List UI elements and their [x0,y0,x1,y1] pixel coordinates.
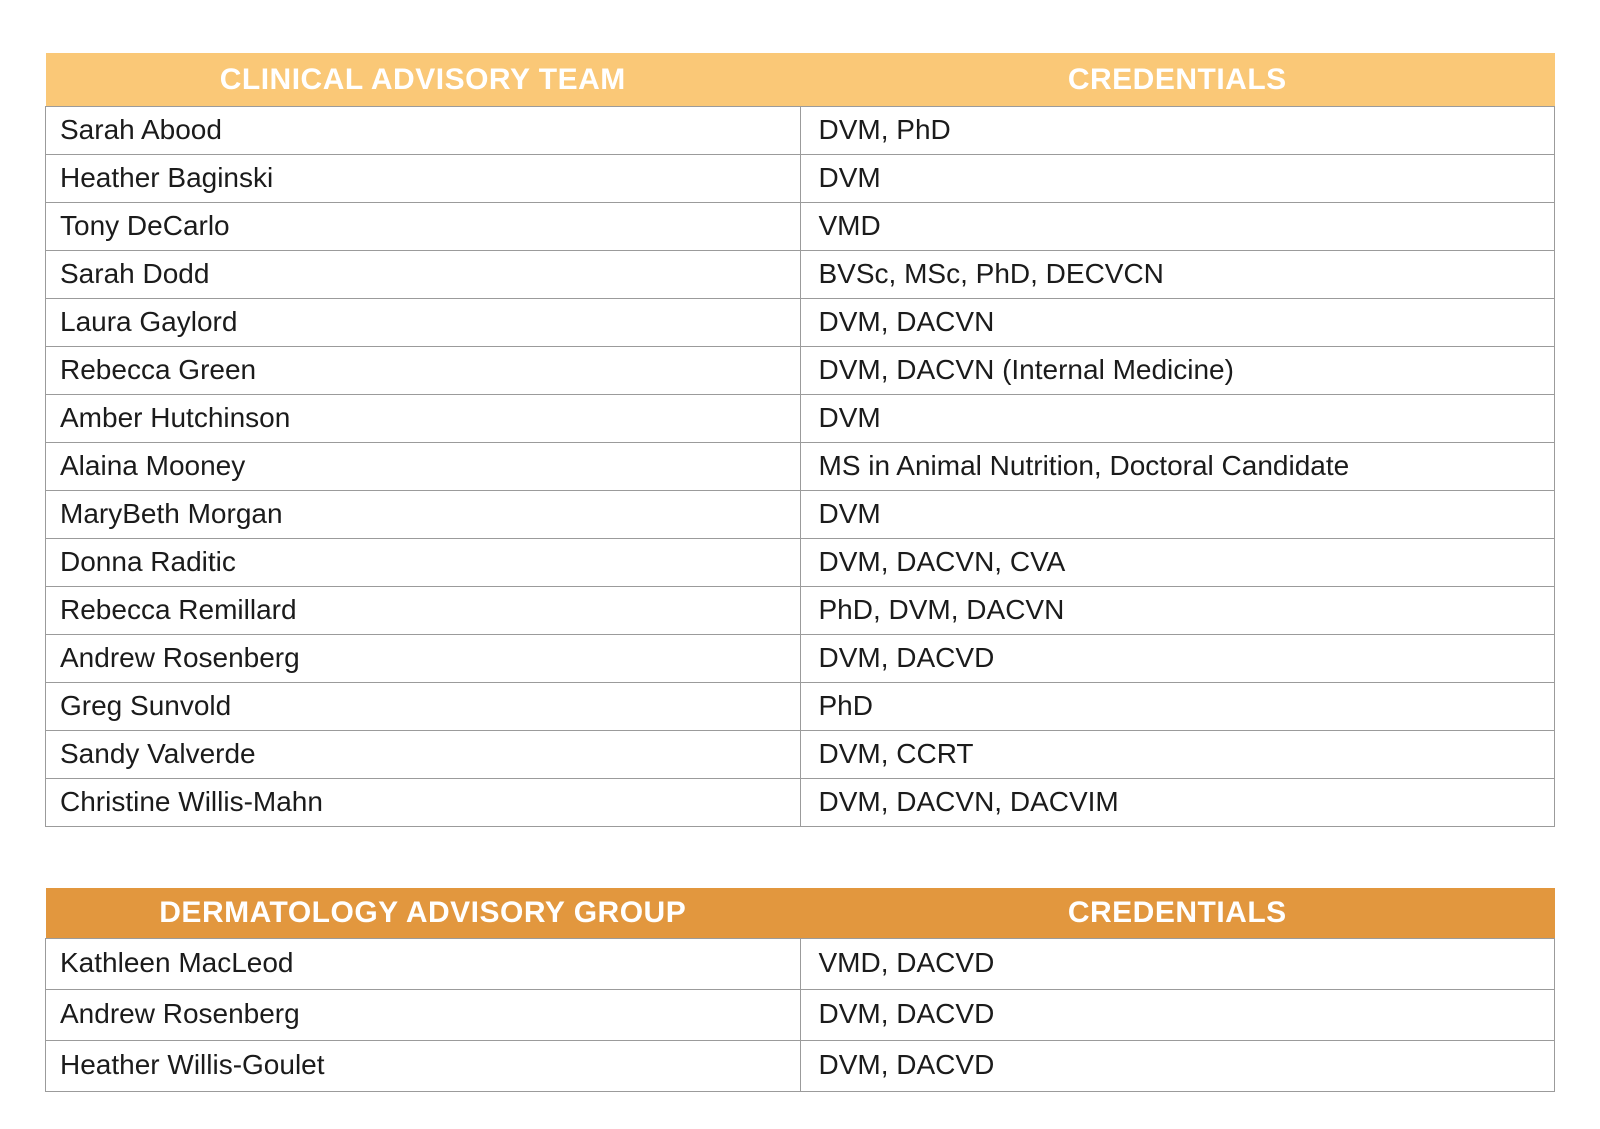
table-row: Sarah Dodd BVSc, MSc, PhD, DECVCN [45,250,1555,299]
member-credentials-cell: VMD [799,202,1555,251]
member-name-cell: Greg Sunvold [45,682,801,731]
member-name-cell: Andrew Rosenberg [45,634,801,683]
team-title-header-cell: DERMATOLOGY ADVISORY GROUP [45,888,800,939]
member-credentials-cell: DVM, DACVN, DACVIM [799,778,1555,827]
member-credentials-cell: DVM, DACVD [799,1040,1555,1092]
team-title-header-cell: CLINICAL ADVISORY TEAM [45,53,800,107]
table-row: Sarah Abood DVM, PhD [45,106,1555,155]
table-row: Amber Hutchinson DVM [45,394,1555,443]
table-row: Kathleen MacLeod VMD, DACVD [45,938,1555,990]
table-row: Laura Gaylord DVM, DACVN [45,298,1555,347]
table-row: Sandy Valverde DVM, CCRT [45,730,1555,779]
member-credentials-cell: DVM, PhD [799,106,1555,155]
dermatology-advisory-table-body: Kathleen MacLeod VMD, DACVD Andrew Rosen… [45,938,1555,1092]
member-name-cell: Rebecca Remillard [45,586,801,635]
member-name-cell: Heather Willis-Goulet [45,1040,801,1092]
member-credentials-cell: VMD, DACVD [799,938,1555,990]
member-credentials-cell: PhD, DVM, DACVN [799,586,1555,635]
member-name-cell: MaryBeth Morgan [45,490,801,539]
table-row: Tony DeCarlo VMD [45,202,1555,251]
member-name-cell: Laura Gaylord [45,298,801,347]
table-row: Rebecca Remillard PhD, DVM, DACVN [45,586,1555,635]
table-row: Greg Sunvold PhD [45,682,1555,731]
member-credentials-cell: DVM, DACVN [799,298,1555,347]
credentials-header-cell: CREDENTIALS [800,888,1555,939]
dermatology-advisory-table-head: DERMATOLOGY ADVISORY GROUP CREDENTIALS [45,888,1555,939]
credentials-header-cell: CREDENTIALS [800,53,1555,107]
table-row: MaryBeth Morgan DVM [45,490,1555,539]
table-header-row: DERMATOLOGY ADVISORY GROUP CREDENTIALS [45,888,1555,939]
member-name-cell: Sarah Abood [45,106,801,155]
member-name-cell: Sarah Dodd [45,250,801,299]
member-name-cell: Andrew Rosenberg [45,989,801,1041]
member-name-cell: Christine Willis-Mahn [45,778,801,827]
member-credentials-cell: DVM, DACVN, CVA [799,538,1555,587]
clinical-advisory-table-body: Sarah Abood DVM, PhD Heather Baginski DV… [45,106,1555,827]
member-name-cell: Donna Raditic [45,538,801,587]
advisory-tables-page: CLINICAL ADVISORY TEAM CREDENTIALS Sarah… [45,53,1555,1092]
member-name-cell: Alaina Mooney [45,442,801,491]
member-name-cell: Amber Hutchinson [45,394,801,443]
table-row: Donna Raditic DVM, DACVN, CVA [45,538,1555,587]
table-row: Christine Willis-Mahn DVM, DACVN, DACVIM [45,778,1555,827]
member-credentials-cell: MS in Animal Nutrition, Doctoral Candida… [799,442,1555,491]
table-row: Heather Willis-Goulet DVM, DACVD [45,1040,1555,1092]
member-credentials-cell: DVM, DACVD [799,989,1555,1041]
table-row: Rebecca Green DVM, DACVN (Internal Medic… [45,346,1555,395]
clinical-advisory-table-head: CLINICAL ADVISORY TEAM CREDENTIALS [45,53,1555,107]
member-name-cell: Rebecca Green [45,346,801,395]
member-credentials-cell: PhD [799,682,1555,731]
dermatology-advisory-table: DERMATOLOGY ADVISORY GROUP CREDENTIALS K… [45,888,1555,1092]
table-row: Andrew Rosenberg DVM, DACVD [45,989,1555,1041]
member-credentials-cell: BVSc, MSc, PhD, DECVCN [799,250,1555,299]
member-credentials-cell: DVM [799,394,1555,443]
member-credentials-cell: DVM, CCRT [799,730,1555,779]
member-name-cell: Heather Baginski [45,154,801,203]
table-header-row: CLINICAL ADVISORY TEAM CREDENTIALS [45,53,1555,107]
member-credentials-cell: DVM [799,154,1555,203]
member-name-cell: Tony DeCarlo [45,202,801,251]
table-row: Andrew Rosenberg DVM, DACVD [45,634,1555,683]
clinical-advisory-table: CLINICAL ADVISORY TEAM CREDENTIALS Sarah… [45,53,1555,827]
member-name-cell: Kathleen MacLeod [45,938,801,990]
table-row: Alaina Mooney MS in Animal Nutrition, Do… [45,442,1555,491]
member-credentials-cell: DVM [799,490,1555,539]
member-credentials-cell: DVM, DACVN (Internal Medicine) [799,346,1555,395]
member-name-cell: Sandy Valverde [45,730,801,779]
member-credentials-cell: DVM, DACVD [799,634,1555,683]
table-row: Heather Baginski DVM [45,154,1555,203]
